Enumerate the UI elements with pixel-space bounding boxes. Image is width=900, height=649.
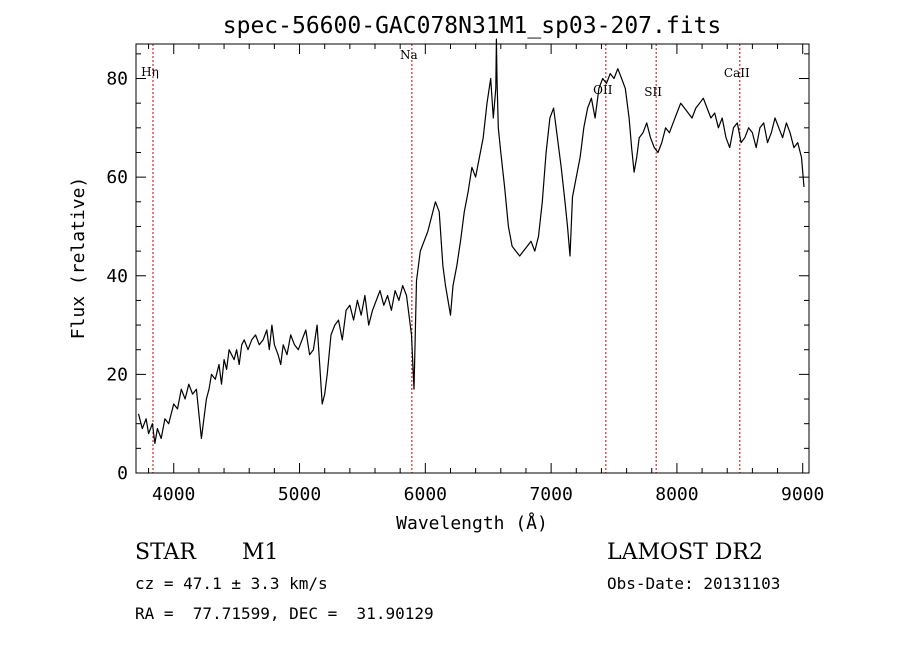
- line-marker-label-1: Na: [400, 48, 418, 62]
- plot-frame: [135, 43, 810, 474]
- y-tick-label-1: 20: [106, 364, 128, 385]
- chart-title: spec-56600-GAC078N31M1_sp03-207.fits: [223, 13, 722, 39]
- object-subclass: M1: [242, 540, 279, 565]
- object-class: STAR: [135, 540, 196, 565]
- line-marker-label-0: Hη: [141, 65, 159, 79]
- obs-date: Obs-Date: 20131103: [607, 574, 781, 593]
- x-tick-label-1: 5000: [278, 484, 321, 505]
- x-tick-label-5: 9000: [781, 484, 824, 505]
- x-axis-label: Wavelength (Å): [396, 512, 548, 534]
- survey-name: LAMOST DR2: [607, 540, 763, 565]
- y-tick-label-3: 60: [106, 167, 128, 188]
- y-axis-label: Flux (relative): [68, 177, 89, 340]
- line-marker-label-3: SII: [644, 85, 662, 99]
- x-tick-label-3: 7000: [529, 484, 572, 505]
- x-tick-label-0: 4000: [152, 484, 195, 505]
- line-marker-label-2: OII: [593, 83, 613, 97]
- x-tick-label-2: 6000: [404, 484, 447, 505]
- y-tick-label-2: 40: [106, 266, 128, 287]
- coordinates: RA = 77.71599, DEC = 31.90129: [135, 604, 434, 623]
- plot-area: Hη Na OII SII CaII 4000 5000 6000 7000 8000 9000 0 2…: [106, 38, 824, 505]
- redshift-readout: cz = 47.1 ± 3.3 km/s: [135, 574, 328, 593]
- x-tick-label-4: 8000: [655, 484, 698, 505]
- y-tick-label-0: 0: [117, 463, 128, 484]
- y-tick-label-4: 80: [106, 69, 128, 90]
- spectrum-series-0: [137, 38, 805, 444]
- line-marker-label-4: CaII: [724, 66, 750, 80]
